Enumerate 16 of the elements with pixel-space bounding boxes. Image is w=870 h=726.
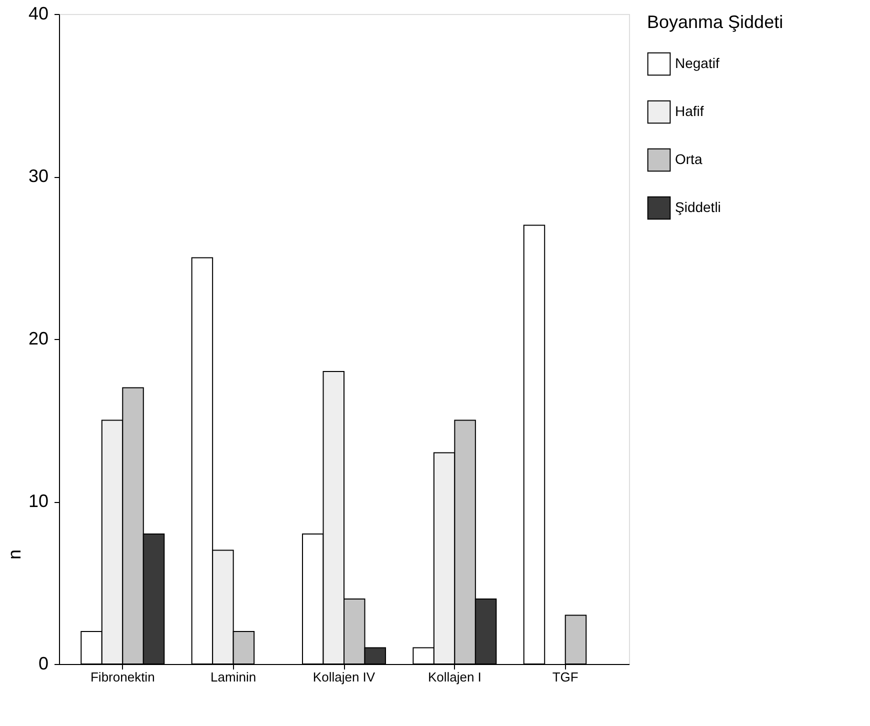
- y-tick-label: 40: [28, 4, 48, 24]
- y-tick-label: 30: [28, 166, 48, 186]
- legend-title: Boyanma Şiddeti: [647, 12, 784, 32]
- x-tick-label: TGF: [552, 670, 578, 684]
- legend-label: Negatif: [675, 55, 720, 71]
- y-tick-label: 10: [28, 491, 48, 511]
- legend-label: Hafif: [675, 103, 704, 119]
- x-tick-label: Laminin: [210, 670, 256, 684]
- y-axis-title: n: [4, 549, 24, 560]
- legend-label: Şiddetli: [675, 199, 721, 215]
- legend-label: Orta: [675, 151, 702, 167]
- x-tick-label: Kollajen IV: [312, 670, 376, 684]
- x-tick-label: Kollajen I: [428, 670, 482, 684]
- x-tick-label: Fibronektin: [90, 670, 155, 684]
- y-tick-label: 20: [28, 328, 48, 348]
- y-tick-label: 0: [38, 654, 48, 674]
